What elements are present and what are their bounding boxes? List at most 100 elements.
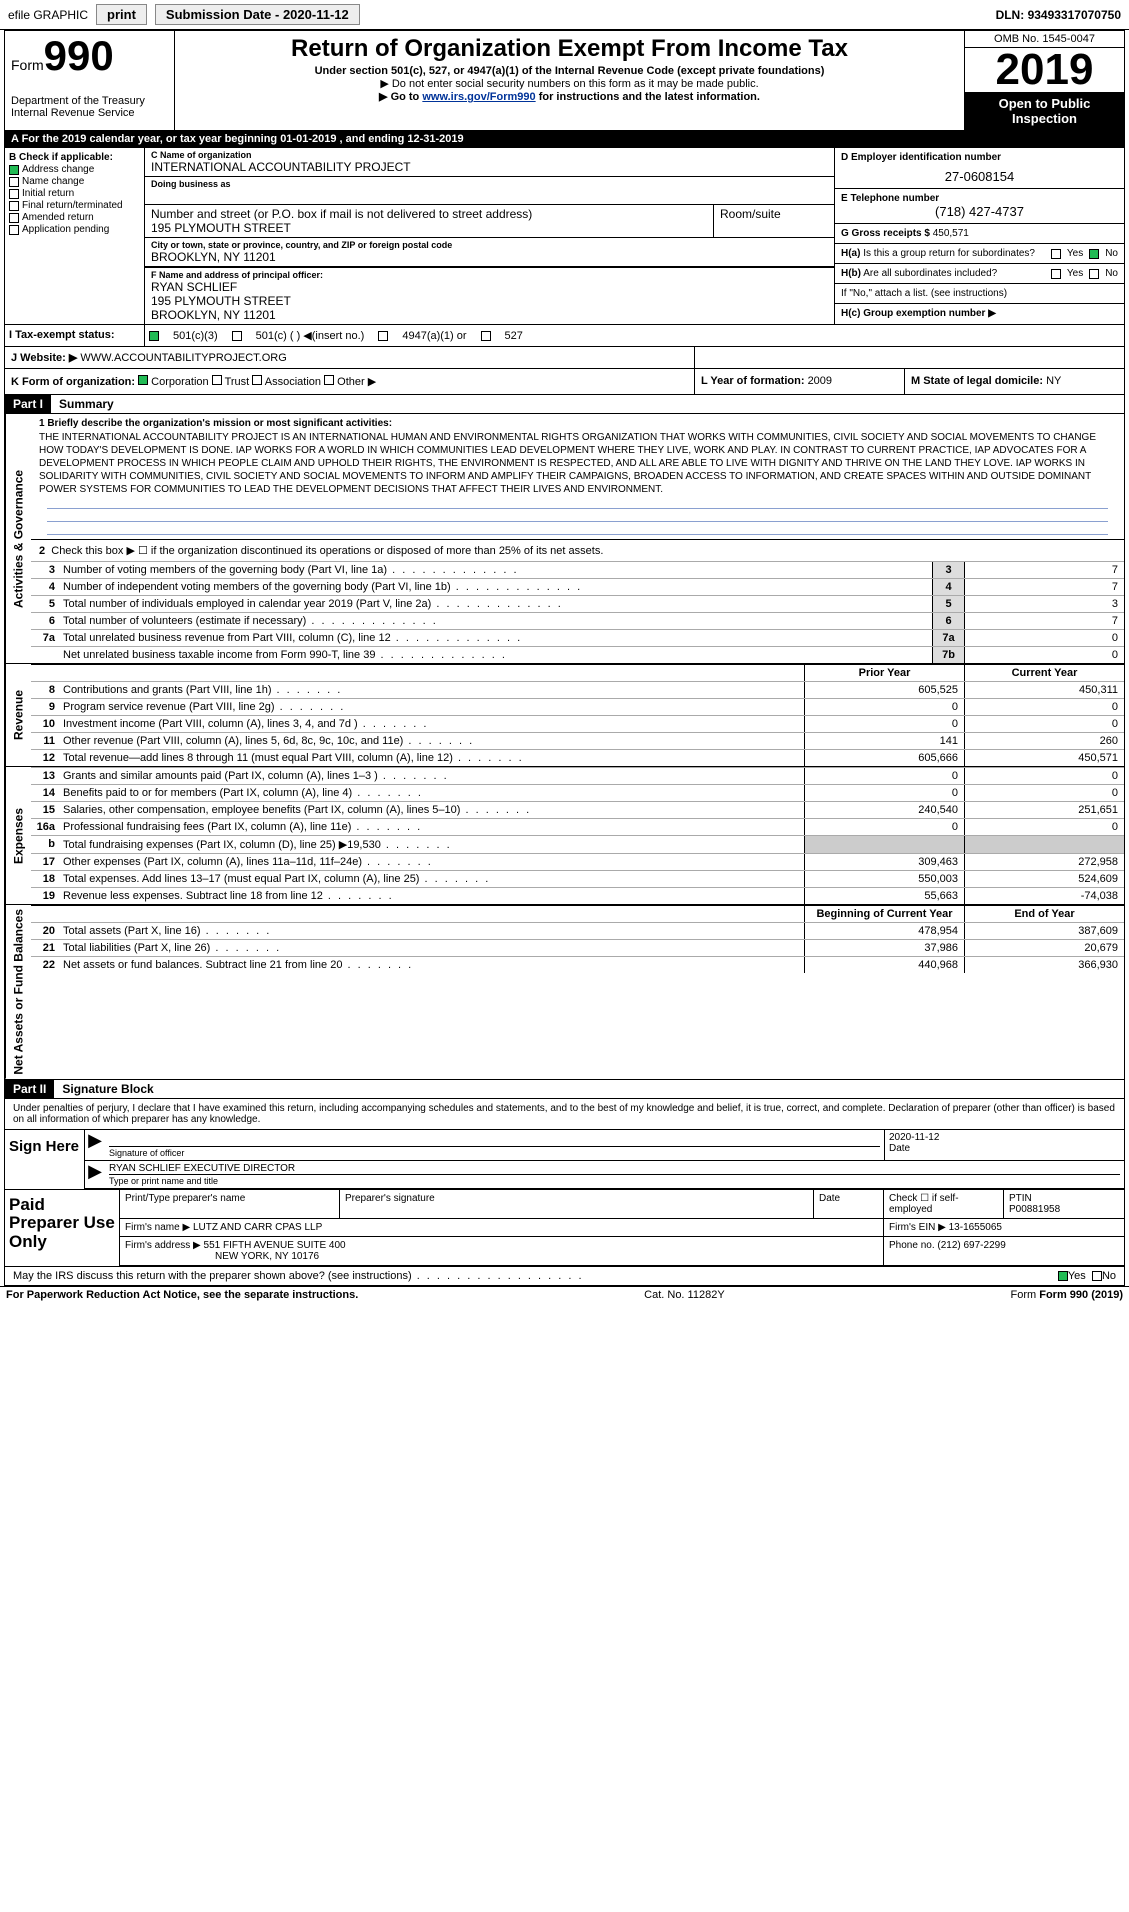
line-row: 19Revenue less expenses. Subtract line 1… [31, 887, 1124, 904]
top-bar: efile GRAPHIC print Submission Date - 20… [0, 0, 1129, 30]
mission-text: THE INTERNATIONAL ACCOUNTABILITY PROJECT… [39, 431, 1116, 496]
checkbox-501c3[interactable] [149, 331, 159, 341]
officer-sig-name: RYAN SCHLIEF EXECUTIVE DIRECTOR [109, 1163, 1120, 1174]
checkbox-4947[interactable] [378, 331, 388, 341]
side-tab-revenue: Revenue [5, 664, 31, 766]
line-row: Net unrelated business taxable income fr… [31, 646, 1124, 663]
dln: DLN: 93493317070750 [996, 8, 1121, 22]
checkbox-initial-return[interactable] [9, 189, 19, 199]
col-current-year: Current Year [964, 665, 1124, 681]
line-row: 9Program service revenue (Part VIII, lin… [31, 698, 1124, 715]
checkbox-discuss-yes[interactable] [1058, 1271, 1068, 1281]
print-button[interactable]: print [96, 4, 147, 25]
checkbox-ha-no[interactable] [1089, 249, 1099, 259]
paid-preparer-label: Paid Preparer Use Only [5, 1190, 120, 1266]
checkbox-discuss-no[interactable] [1092, 1271, 1102, 1281]
checkbox-trust[interactable] [212, 375, 222, 385]
form-subtitle-1: Under section 501(c), 527, or 4947(a)(1)… [181, 65, 958, 77]
page-footer: For Paperwork Reduction Act Notice, see … [0, 1286, 1129, 1303]
line-row: 7aTotal unrelated business revenue from … [31, 629, 1124, 646]
line-row: 16aProfessional fundraising fees (Part I… [31, 818, 1124, 835]
side-tab-ag: Activities & Governance [5, 414, 31, 663]
tax-year: 2019 [965, 48, 1124, 92]
form-number: Form990 [11, 35, 168, 77]
side-tab-net-assets: Net Assets or Fund Balances [5, 905, 31, 1079]
checkbox-ha-yes[interactable] [1051, 249, 1061, 259]
checkbox-amended[interactable] [9, 213, 19, 223]
line-row: 18Total expenses. Add lines 13–17 (must … [31, 870, 1124, 887]
line-row: 8Contributions and grants (Part VIII, li… [31, 681, 1124, 698]
line-row: 10Investment income (Part VIII, column (… [31, 715, 1124, 732]
irs-link[interactable]: www.irs.gov/Form990 [422, 91, 535, 103]
line-row: 17Other expenses (Part IX, column (A), l… [31, 853, 1124, 870]
checkbox-corp[interactable] [138, 375, 148, 385]
part1-header: Part I Summary [5, 395, 1124, 414]
checkbox-501c[interactable] [232, 331, 242, 341]
line-row: 14Benefits paid to or for members (Part … [31, 784, 1124, 801]
checkbox-address-change[interactable] [9, 165, 19, 175]
line-row: 15Salaries, other compensation, employee… [31, 801, 1124, 818]
checkbox-assoc[interactable] [252, 375, 262, 385]
expenses-section: Expenses 13Grants and similar amounts pa… [5, 767, 1124, 905]
line-row: 21Total liabilities (Part X, line 26)37,… [31, 939, 1124, 956]
org-name: INTERNATIONAL ACCOUNTABILITY PROJECT [151, 160, 828, 174]
form-of-org-row: K Form of organization: Corporation Trus… [5, 369, 1124, 395]
side-tab-expenses: Expenses [5, 767, 31, 904]
check-if-applicable: B Check if applicable: Address change Na… [5, 148, 145, 324]
sign-here-label: Sign Here [5, 1130, 85, 1189]
line-row: 3Number of voting members of the governi… [31, 562, 1124, 578]
open-to-public: Open to Public Inspection [965, 92, 1124, 130]
efile-label: efile GRAPHIC [8, 8, 88, 22]
arrow-icon: ▶ [85, 1161, 105, 1188]
year-formation: 2009 [808, 375, 832, 387]
line-row: 13Grants and similar amounts paid (Part … [31, 767, 1124, 784]
dept-treasury: Department of the Treasury [11, 95, 168, 107]
ptin: P00881958 [1009, 1204, 1060, 1215]
firm-phone: (212) 697-2299 [937, 1240, 1005, 1251]
phone: (718) 427-4737 [841, 204, 1118, 219]
line-row: 4Number of independent voting members of… [31, 578, 1124, 595]
part2-header: Part II Signature Block [5, 1080, 1124, 1099]
form-subtitle-3: ▶ Go to www.irs.gov/Form990 for instruct… [181, 90, 958, 103]
firm-addr2: NEW YORK, NY 10176 [215, 1251, 319, 1262]
col-boy: Beginning of Current Year [804, 906, 964, 922]
form-subtitle-2: ▶ Do not enter social security numbers o… [181, 77, 958, 90]
checkbox-name-change[interactable] [9, 177, 19, 187]
col-prior-year: Prior Year [804, 665, 964, 681]
col-eoy: End of Year [964, 906, 1124, 922]
submission-date-button[interactable]: Submission Date - 2020-11-12 [155, 4, 360, 25]
firm-name: LUTZ AND CARR CPAS LLP [193, 1222, 322, 1233]
line-row: 22Net assets or fund balances. Subtract … [31, 956, 1124, 973]
line-row: 12Total revenue—add lines 8 through 11 (… [31, 749, 1124, 766]
gross-receipts: 450,571 [933, 228, 969, 239]
line-row: 6Total number of volunteers (estimate if… [31, 612, 1124, 629]
irs-label: Internal Revenue Service [11, 107, 168, 119]
signature-block: Under penalties of perjury, I declare th… [5, 1099, 1124, 1285]
street-address: 195 PLYMOUTH STREET [151, 221, 707, 235]
line-row: 5Total number of individuals employed in… [31, 595, 1124, 612]
checkbox-527[interactable] [481, 331, 491, 341]
checkbox-application[interactable] [9, 225, 19, 235]
line-row: 11Other revenue (Part VIII, column (A), … [31, 732, 1124, 749]
ein: 27-0608154 [841, 169, 1118, 184]
checkbox-hb-no[interactable] [1089, 269, 1099, 279]
form-container: Form990 Department of the Treasury Inter… [4, 30, 1125, 1286]
website-url: WWW.ACCOUNTABILITYPROJECT.ORG [80, 352, 286, 364]
city-state-zip: BROOKLYN, NY 11201 [151, 250, 828, 264]
line-row: bTotal fundraising expenses (Part IX, co… [31, 835, 1124, 853]
entity-block: B Check if applicable: Address change Na… [5, 148, 1124, 325]
officer-name: RYAN SCHLIEF [151, 280, 828, 294]
checkbox-other[interactable] [324, 375, 334, 385]
state-domicile: NY [1046, 375, 1061, 387]
checkbox-final-return[interactable] [9, 201, 19, 211]
form-title: Return of Organization Exempt From Incom… [181, 35, 958, 63]
tax-period: A For the 2019 calendar year, or tax yea… [5, 131, 1124, 148]
arrow-icon: ▶ [85, 1130, 105, 1160]
activities-governance: Activities & Governance 1 Briefly descri… [5, 414, 1124, 664]
form-header: Form990 Department of the Treasury Inter… [5, 31, 1124, 131]
revenue-section: Revenue Prior Year Current Year 8Contrib… [5, 664, 1124, 767]
checkbox-hb-yes[interactable] [1051, 269, 1061, 279]
perjury-statement: Under penalties of perjury, I declare th… [5, 1099, 1124, 1130]
tax-exempt-status: I Tax-exempt status: 501(c)(3) 501(c) ( … [5, 325, 1124, 347]
firm-addr1: 551 FIFTH AVENUE SUITE 400 [204, 1240, 346, 1251]
